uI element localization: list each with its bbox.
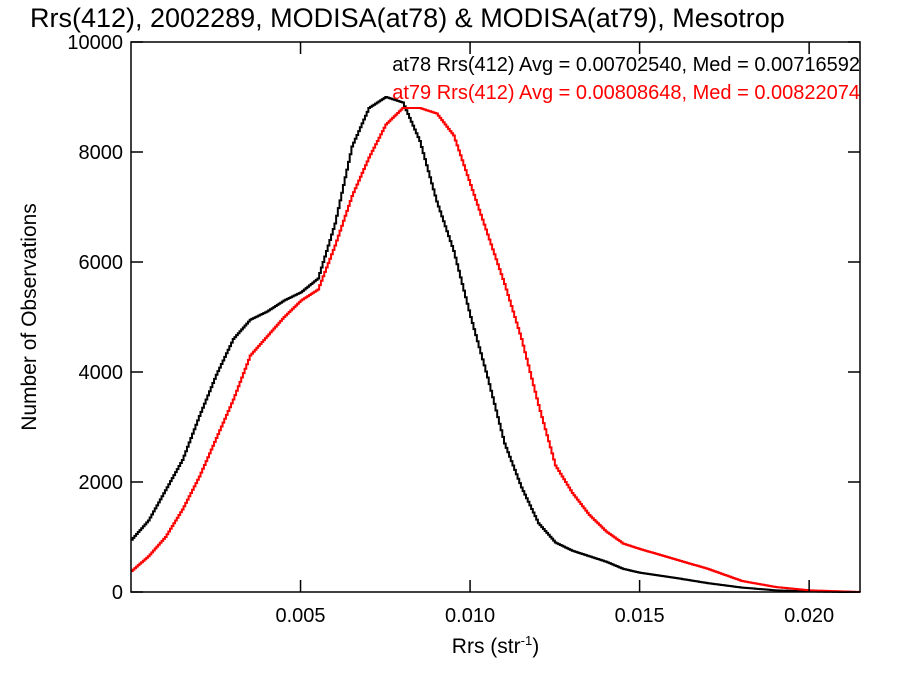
series-layer <box>131 96 861 593</box>
x-axis-title-close: ) <box>532 635 539 658</box>
plot-frame <box>130 41 861 593</box>
x-axis-title: Rrs (str-1) <box>452 633 539 658</box>
x-axis-title-superscript: -1 <box>521 633 533 648</box>
y-tick-label: 6000 <box>79 252 124 274</box>
series-line-at78 <box>131 96 860 593</box>
series-line-at79 <box>131 107 861 593</box>
x-tick-label: 0.010 <box>445 605 495 627</box>
tick-layer: 0.005 0.010 0.015 0.020 0 2000 4000 6000 8000 100… <box>67 32 860 627</box>
chart-title: Rrs(412), 2002289, MODISA(at78) & MODISA… <box>30 3 785 33</box>
x-axis-title-main: Rrs (str <box>452 635 521 658</box>
y-tick-label: 4000 <box>79 362 124 384</box>
x-tick-label: 0.005 <box>276 605 326 627</box>
y-tick-label: 10000 <box>67 32 123 54</box>
x-tick-label: 0.020 <box>784 605 834 627</box>
y-tick-label: 8000 <box>79 142 124 164</box>
series-stats-at78: at78 Rrs(412) Avg = 0.00702540, Med = 0.… <box>392 54 860 76</box>
y-tick-label: 0 <box>112 582 123 604</box>
series-stats-at79: at79 Rrs(412) Avg = 0.00808648, Med = 0.… <box>392 82 860 104</box>
y-axis-title: Number of Observations <box>18 203 41 431</box>
y-tick-label: 2000 <box>79 472 124 494</box>
x-tick-label: 0.015 <box>615 605 665 627</box>
